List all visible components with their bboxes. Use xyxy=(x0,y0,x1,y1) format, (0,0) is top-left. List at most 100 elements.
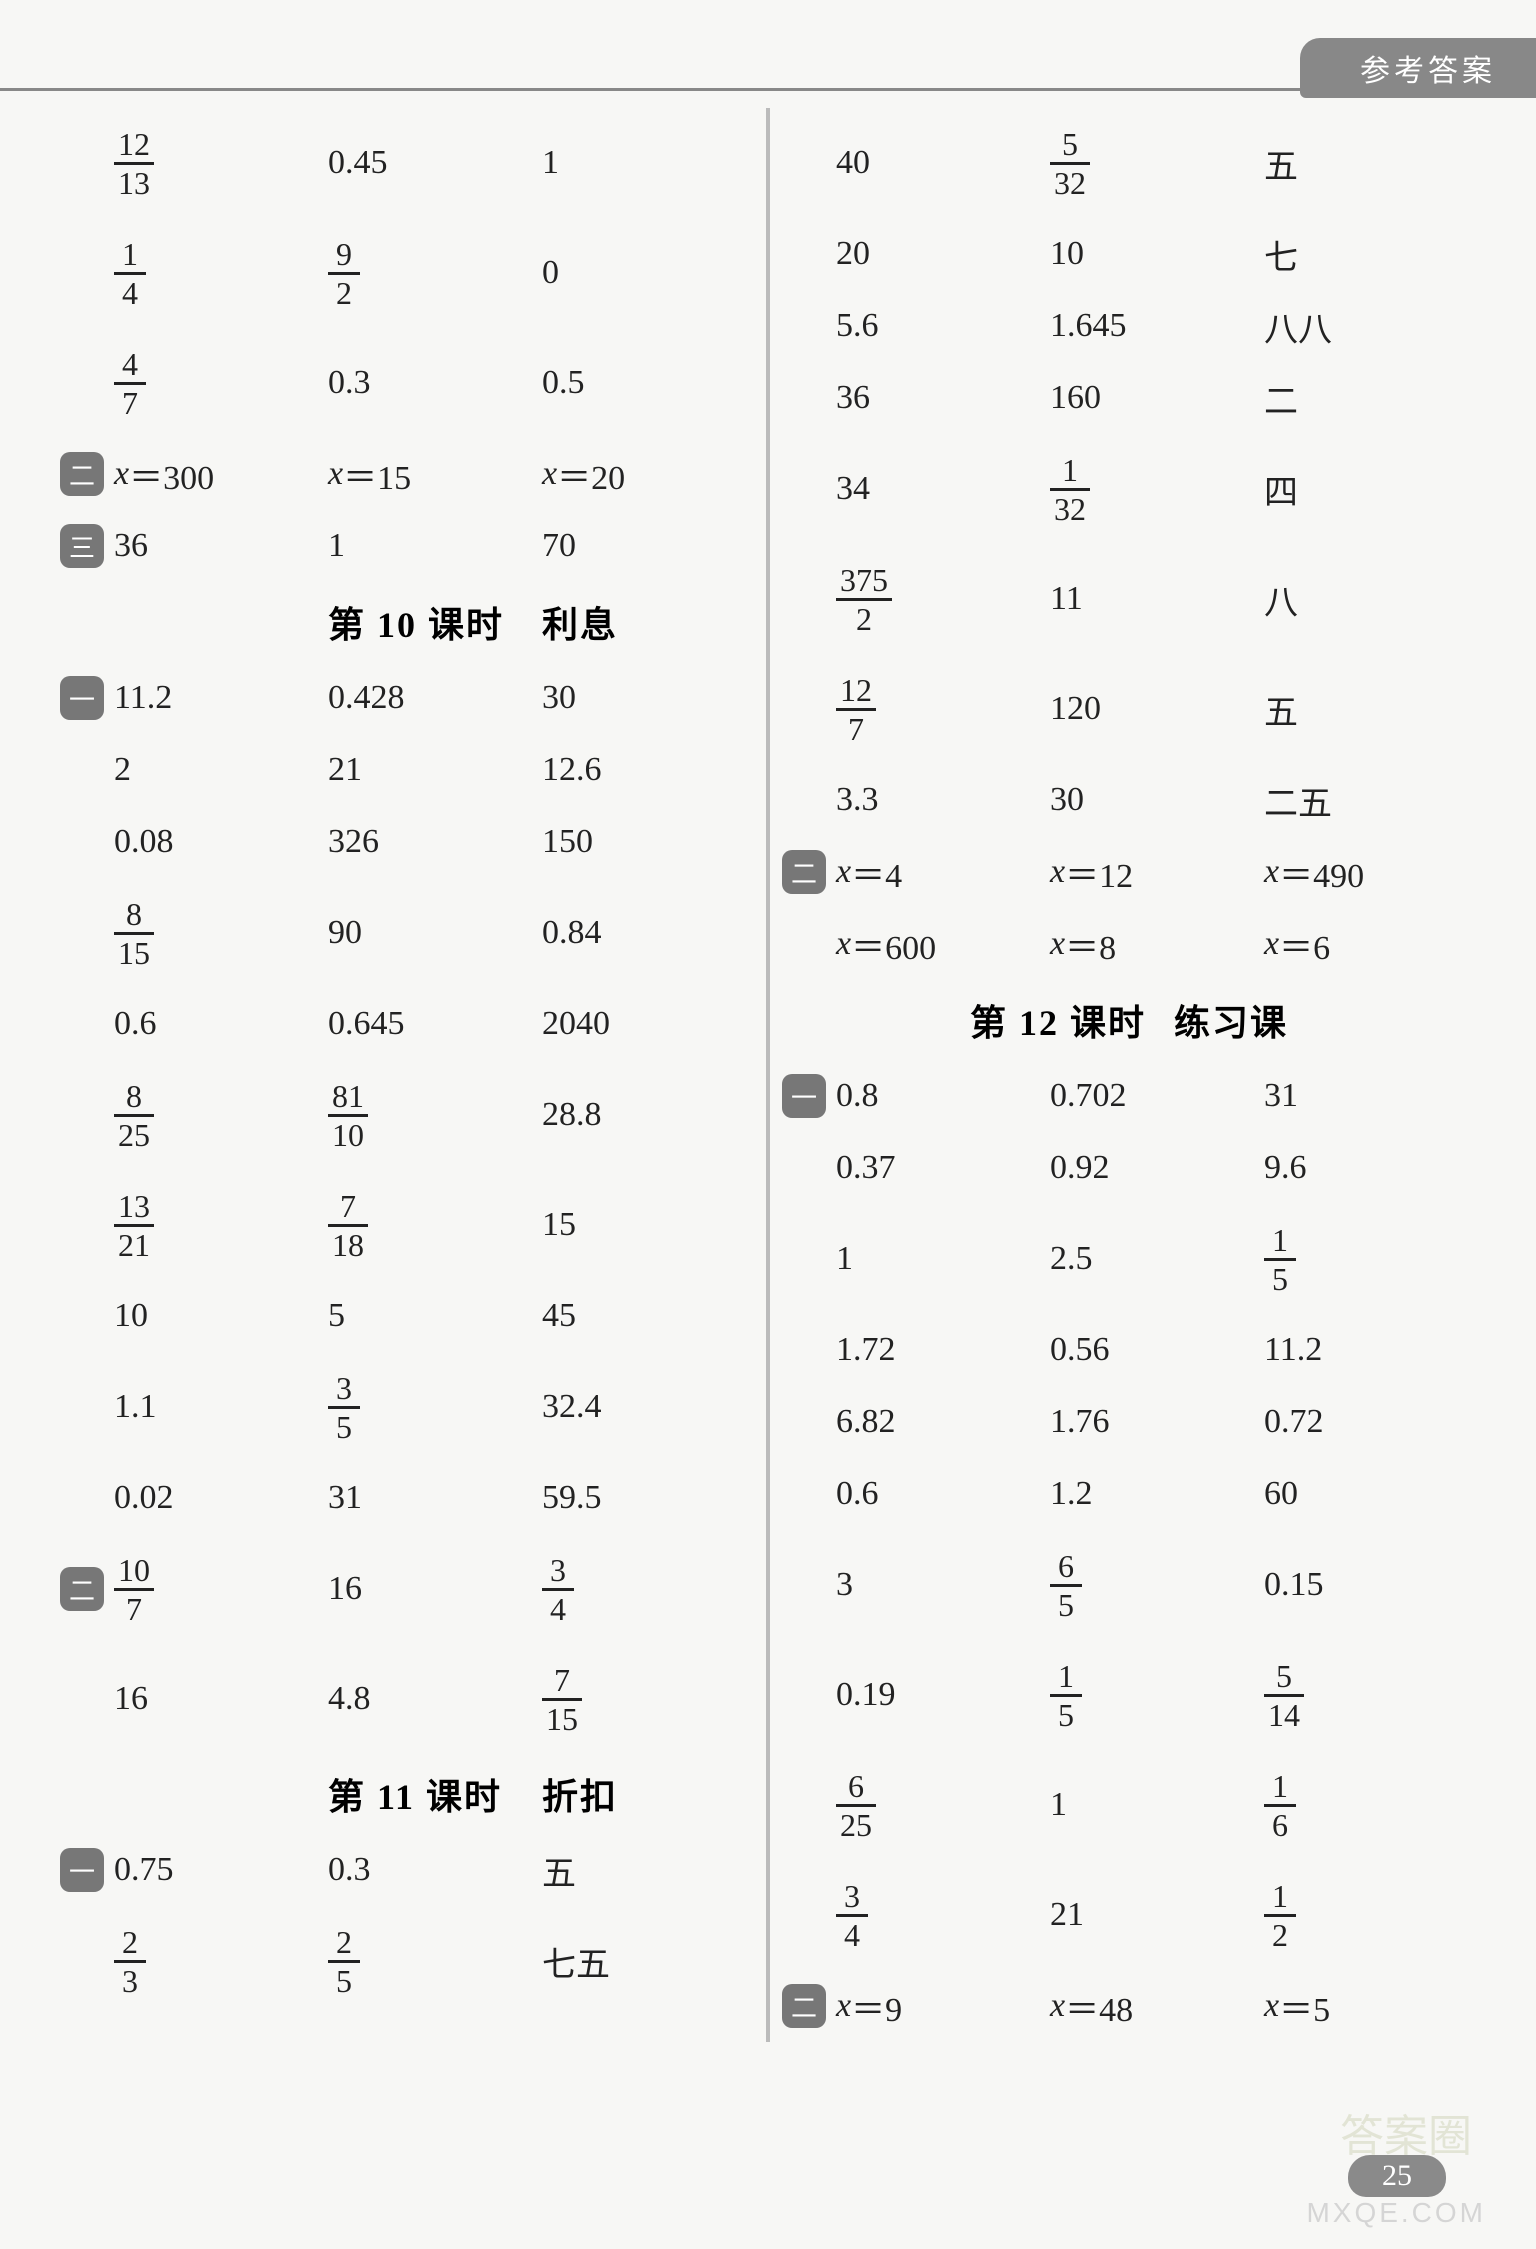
answer-cell: 715 xyxy=(542,1662,756,1737)
section-badge: 一 xyxy=(60,1848,104,1892)
answer-row: 23 25 七五 xyxy=(58,1906,756,2016)
answer-row: 40532五 xyxy=(780,108,1478,218)
answer-key-page: 参考答案 12130.45114920470.30.5二x＝300x＝15x＝2… xyxy=(0,0,1536,2249)
answer-cell: 9.6 xyxy=(1264,1149,1478,1187)
answer-row: x＝600x＝8x＝6 xyxy=(780,908,1478,980)
answer-row: 375211八 xyxy=(780,544,1478,654)
answer-cell: 25 xyxy=(328,1924,542,1999)
answer-cell: 0.72 xyxy=(1264,1403,1478,1441)
header-rule xyxy=(0,88,1536,91)
answer-row: 14920 xyxy=(58,218,756,328)
answer-cell: 12.6 xyxy=(542,751,756,789)
answer-cell: 0.08 xyxy=(114,823,328,861)
answer-cell: 2.5 xyxy=(1050,1240,1264,1278)
column-divider xyxy=(766,108,770,2042)
answer-cell: 3 xyxy=(836,1566,1050,1604)
answer-cell: 1.2 xyxy=(1050,1475,1264,1513)
answer-cell: 0.92 xyxy=(1050,1149,1264,1187)
answer-cell: 1.72 xyxy=(836,1331,1050,1369)
section-badge: 一 xyxy=(60,676,104,720)
watermark-logo: 答案圈 xyxy=(1316,2087,1496,2177)
answer-cell: 36 xyxy=(114,527,328,565)
fraction: 3752 xyxy=(836,562,892,637)
answer-cell: x＝490 xyxy=(1264,848,1478,897)
section-badge: 二 xyxy=(782,1984,826,2028)
answer-cell: 16 xyxy=(114,1680,328,1718)
answer-cell: 59.5 xyxy=(542,1479,756,1517)
fraction: 107 xyxy=(114,1552,154,1627)
answer-cell: x＝48 xyxy=(1050,1982,1264,2031)
answer-cell: 五 xyxy=(1264,685,1478,734)
answer-cell: 1.645 xyxy=(1050,307,1264,345)
answer-cell: 14 xyxy=(114,236,328,311)
answer-cell: 五 xyxy=(1264,139,1478,188)
answer-cell: x＝8 xyxy=(1050,920,1264,969)
answer-cell: 2040 xyxy=(542,1005,756,1043)
answer-row: 132171815 xyxy=(58,1170,756,1280)
fraction: 23 xyxy=(114,1924,146,1999)
section-badge: 一 xyxy=(782,1074,826,1118)
answer-cell: 23 xyxy=(114,1924,328,1999)
right-column: 40532五2010七5.61.645八八36160二34132四375211八… xyxy=(780,108,1478,2042)
answer-row: 一0.750.3五 xyxy=(58,1834,756,1906)
fraction: 25 xyxy=(328,1924,360,1999)
answer-cell: x＝12 xyxy=(1050,848,1264,897)
answer-cell: 0.19 xyxy=(836,1676,1050,1714)
fraction: 12 xyxy=(1264,1878,1296,1953)
answer-cell: 0.56 xyxy=(1050,1331,1264,1369)
answer-row: 0.08326150 xyxy=(58,806,756,878)
answer-cell: 47 xyxy=(114,346,328,421)
answer-row: 二x＝4x＝12x＝490 xyxy=(780,836,1478,908)
section-badge: 二 xyxy=(782,850,826,894)
answer-row: 22112.6 xyxy=(58,734,756,806)
answer-cell: 1 xyxy=(836,1240,1050,1278)
answer-cell: x＝20 xyxy=(542,450,756,499)
answer-row: 34132四 xyxy=(780,434,1478,544)
answer-cell: 15 xyxy=(542,1206,756,1244)
answer-cell: 20 xyxy=(836,235,1050,273)
answer-row: 5.61.645八八 xyxy=(780,290,1478,362)
answer-cell: 6.82 xyxy=(836,1403,1050,1441)
answer-cell: 0 xyxy=(542,254,756,292)
answer-cell: 21 xyxy=(1050,1896,1264,1934)
answer-row: 1.13532.4 xyxy=(58,1352,756,1462)
answer-row: 0.370.929.6 xyxy=(780,1132,1478,1204)
answer-cell: 28.8 xyxy=(542,1096,756,1134)
fraction: 14 xyxy=(114,236,146,311)
answer-cell: 16 xyxy=(1264,1768,1478,1843)
answer-cell: 1 xyxy=(542,144,756,182)
answer-cell: 10 xyxy=(114,1297,328,1335)
answer-row: 二x＝9x＝48x＝5 xyxy=(780,1970,1478,2042)
answer-cell: 1213 xyxy=(114,126,328,201)
answer-cell: 0.45 xyxy=(328,144,542,182)
answer-row: 0.60.6452040 xyxy=(58,988,756,1060)
answer-cell: 11.2 xyxy=(1264,1331,1478,1369)
section-badge: 三 xyxy=(60,524,104,568)
answer-row: 三 36170 xyxy=(58,510,756,582)
answer-cell: 127 xyxy=(836,672,1050,747)
answer-cell: 70 xyxy=(542,527,756,565)
answer-cell: 30 xyxy=(542,679,756,717)
answer-cell: 825 xyxy=(114,1078,328,1153)
answer-cell: 0.645 xyxy=(328,1005,542,1043)
lesson-heading: 第 11 课时折扣 xyxy=(58,1754,756,1834)
content-area: 12130.45114920470.30.5二x＝300x＝15x＝20三361… xyxy=(0,108,1536,2042)
fraction: 127 xyxy=(836,672,876,747)
answer-cell: 1 xyxy=(328,527,542,565)
answer-row: 470.30.5 xyxy=(58,328,756,438)
answer-cell: 1 xyxy=(1050,1786,1264,1824)
answer-row: 825811028.8 xyxy=(58,1060,756,1170)
answer-cell: 31 xyxy=(328,1479,542,1517)
answer-row: 3650.15 xyxy=(780,1530,1478,1640)
answer-cell: 四 xyxy=(1264,465,1478,514)
left-column: 12130.45114920470.30.5二x＝300x＝15x＝20三361… xyxy=(58,108,756,2042)
answer-cell: 15 xyxy=(1264,1222,1478,1297)
answer-row: 一0.80.70231 xyxy=(780,1060,1478,1132)
answer-cell: 七五 xyxy=(542,1937,756,1986)
answer-cell: 七 xyxy=(1264,230,1478,279)
fraction: 715 xyxy=(542,1662,582,1737)
fraction: 1213 xyxy=(114,126,154,201)
answer-row: 2010七 xyxy=(780,218,1478,290)
answer-cell: 36 xyxy=(836,379,1050,417)
answer-row: 1.720.5611.2 xyxy=(780,1314,1478,1386)
